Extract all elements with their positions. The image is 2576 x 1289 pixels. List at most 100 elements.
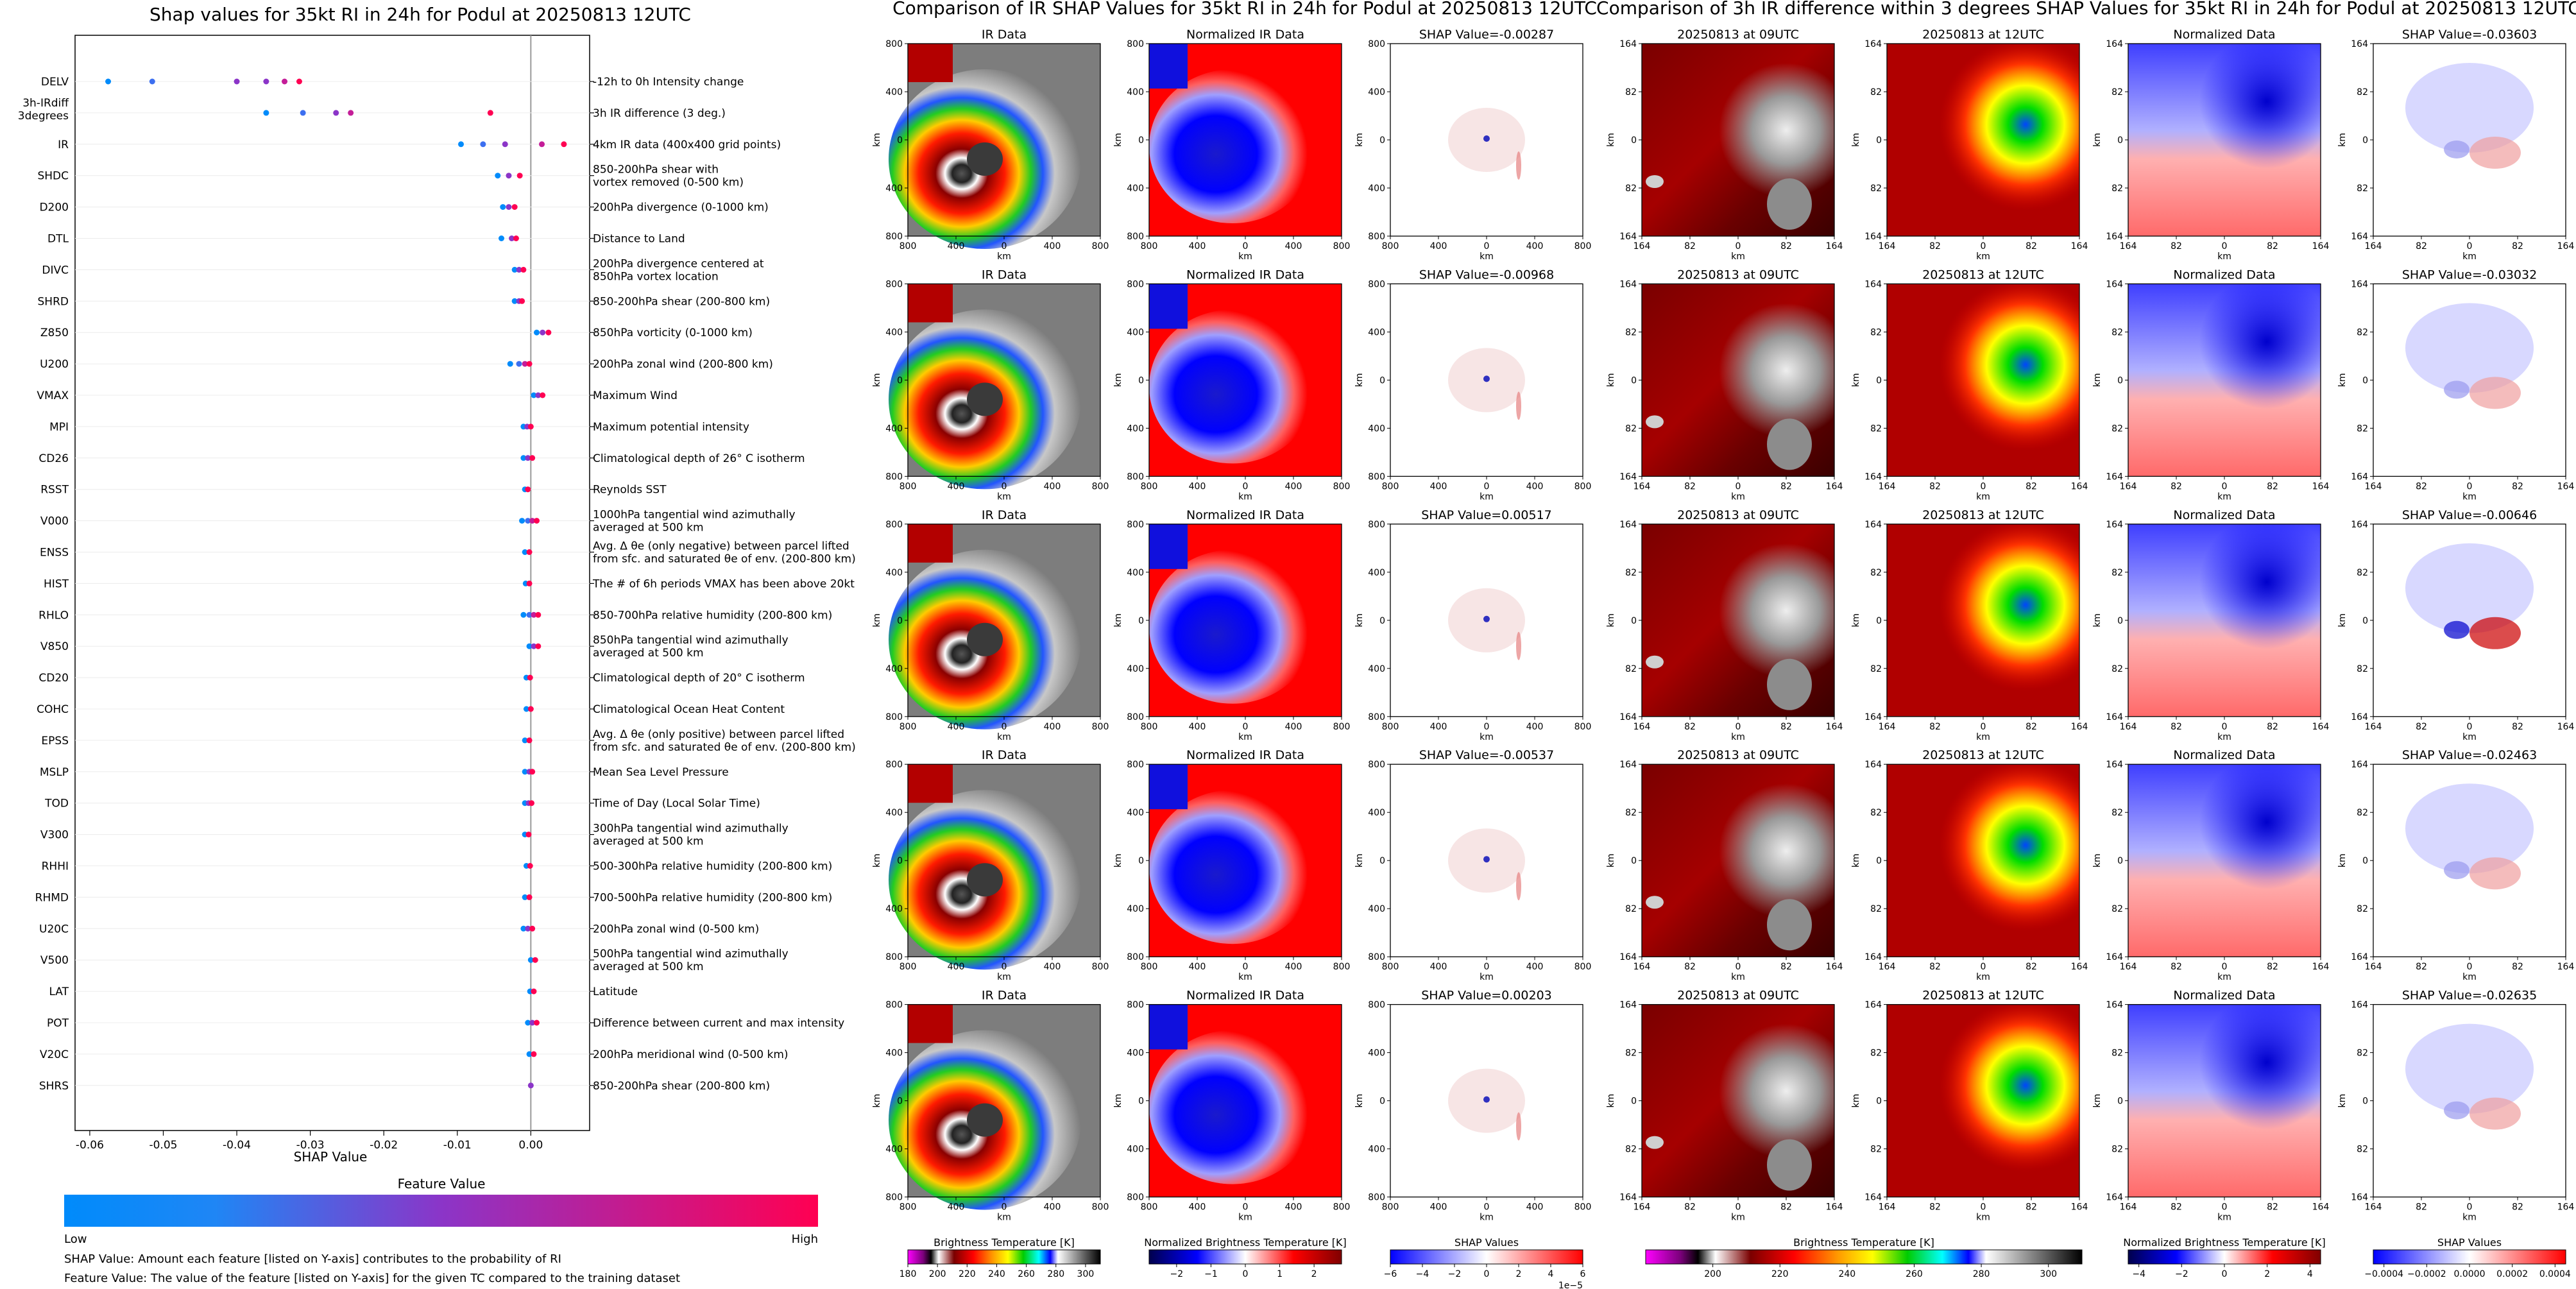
panel-x-tick-label: 400	[948, 481, 965, 491]
panel-x-tick-label: 164	[2365, 1202, 2382, 1213]
shap3h-blob	[2444, 861, 2469, 880]
panel-y-tick-label: 0	[1138, 1097, 1144, 1107]
colorbar-ir-shap: SHAP Values −6 −4 −2 0 2 4 6 1e−5	[1384, 1236, 1586, 1289]
shap-point	[525, 455, 531, 461]
panel-y-tick-label: 400	[1127, 1048, 1144, 1059]
shap-feature-desc-line2: from sfc. and saturated θe of env. (200-…	[593, 553, 856, 566]
panel-y-tick-label: 400	[1368, 327, 1385, 337]
panel-title: Normalized IR Data	[1186, 268, 1304, 282]
panel-x-tick-label: 0	[1484, 722, 1490, 732]
panel-x-tick-label: 0	[2467, 1202, 2473, 1213]
panel-y-tick-label: 164	[2351, 1000, 2368, 1011]
panel-x-tick-label: 0	[2222, 481, 2228, 491]
shap-feature-desc: Climatological depth of 20° C isotherm	[593, 672, 805, 685]
panel-x-tick-label: 800	[1382, 481, 1399, 491]
panel-y-tick-label: 400	[1127, 327, 1144, 337]
panel-x-tick-label: 164	[2365, 962, 2382, 972]
panel-x-axis-label: km	[2217, 732, 2231, 742]
panel-x-tick-label: 164	[2312, 241, 2330, 252]
shap-feature-desc: 850-200hPa shear (200-800 km)	[593, 1080, 770, 1093]
panel-x-tick-label: 400	[1189, 241, 1206, 252]
panel-y-tick-label: 164	[1619, 1193, 1637, 1203]
panel-x-tick-label: 800	[900, 481, 917, 491]
panel-x-tick-label: 164	[2312, 722, 2330, 732]
panel-y-tick-label: 164	[2351, 712, 2368, 722]
panel-y-tick-label: 0	[1379, 616, 1385, 626]
panel-x-tick-label: 82	[2267, 1202, 2278, 1213]
panel-x-tick-label: 400	[1044, 722, 1061, 732]
shap-feature-desc: 850-200hPa shear with	[593, 164, 719, 176]
panel-y-tick-label: 400	[885, 568, 903, 578]
panel-y-tick-label: 82	[1870, 87, 1882, 98]
panel-y-tick-label: 82	[2357, 1145, 2368, 1155]
shap-point	[539, 141, 545, 148]
panel-x-tick-label: 0	[1981, 481, 1986, 491]
panel-x-tick-label: 400	[1430, 241, 1447, 252]
colorbar-strip	[2373, 1249, 2566, 1265]
panel-y-tick-label: 800	[885, 1000, 903, 1011]
colorbar-tick-label: 260	[1018, 1269, 1035, 1279]
colorbar-tick-label: 280	[1047, 1269, 1064, 1279]
shap-feature-code: U200	[40, 358, 69, 371]
panel-title: 20250813 at 12UTC	[1922, 748, 2044, 762]
panel-y-tick-label: 400	[1368, 568, 1385, 578]
colorbar-tick-label: 2	[1311, 1269, 1317, 1279]
colorbar-tick-label: 200	[1704, 1269, 1721, 1279]
ir-comparison-title: Comparison of IR SHAP Values for 35kt RI…	[892, 0, 1597, 19]
shap-feature-code: COHC	[37, 703, 69, 716]
panel-y-tick-label: 800	[885, 712, 903, 722]
panel-y-tick-label: 164	[2106, 39, 2123, 49]
panel-y-axis-label: km	[1851, 133, 1861, 147]
shap-point	[526, 643, 533, 649]
shap-summary-chart: Shap values for 35kt RI in 24h for Podul…	[18, 4, 856, 1285]
shap3h-blob	[2469, 617, 2521, 649]
panel-x-tick-label: 0	[2467, 481, 2473, 491]
panel-y-tick-label: 82	[2111, 184, 2123, 194]
shap-map-blob	[1483, 375, 1490, 382]
colorbar-tick-label: 300	[2040, 1269, 2057, 1279]
panel-x-tick-label: 800	[1382, 1202, 1399, 1213]
panel-x-tick-label: 0	[1981, 1202, 1986, 1213]
panel-x-tick-label: 82	[2512, 1202, 2523, 1213]
panel-x-tick-label: 82	[2026, 962, 2037, 972]
panel-x-tick-label: 0	[1981, 722, 1986, 732]
panel-y-tick-label: 400	[1127, 1145, 1144, 1155]
panel-x-tick-label: 0	[2222, 241, 2228, 252]
shap-x-tick-label: -0.02	[370, 1139, 398, 1152]
norm3h-blob	[2128, 764, 2321, 957]
shap-point	[458, 141, 464, 148]
panel-x-tick-label: 82	[1929, 962, 1941, 972]
shap-point	[540, 392, 546, 398]
panel-y-tick-label: 400	[1127, 184, 1144, 194]
panel-x-tick-label: 0	[1002, 241, 1007, 252]
panel-x-tick-label: 164	[2120, 1202, 2137, 1213]
shap-feature-desc: Time of Day (Local Solar Time)	[592, 798, 760, 810]
panel-y-tick-label: 0	[2362, 1097, 2368, 1107]
shap-point	[531, 1051, 537, 1057]
shap-feature-desc: Mean Sea Level Pressure	[593, 766, 729, 779]
shap-feature-desc: The # of 6h periods VMAX has been above …	[592, 577, 855, 590]
panel-y-tick-label: 82	[1870, 664, 1882, 674]
panel-y-tick-label: 82	[1625, 1048, 1637, 1059]
panel-y-axis-label: km	[872, 373, 882, 388]
panel-x-tick-label: 164	[1633, 241, 1651, 252]
panel-y-tick-label: 164	[1619, 279, 1637, 289]
shap-point	[525, 486, 531, 493]
panel-normalized-ir: 80080040040000400400800800kmkmNormalized…	[1113, 989, 1350, 1223]
colorbar-tick-label: 0.0000	[2454, 1269, 2486, 1279]
shap-feature-code: V000	[40, 515, 69, 528]
panel-y-axis-label: km	[2337, 1094, 2348, 1108]
colorbar-strip	[1148, 1249, 1342, 1265]
shap-feature-code: HIST	[44, 577, 69, 590]
shap-point	[500, 204, 506, 210]
panel-x-tick-label: 82	[1684, 1202, 1696, 1213]
panel-x-tick-label: 800	[1092, 1202, 1109, 1213]
shap-feature-desc: Avg. Δ θe (only positive) between parcel…	[593, 728, 844, 741]
norm-storm-field	[1149, 309, 1316, 464]
panel-y-tick-label: 82	[1625, 327, 1637, 337]
